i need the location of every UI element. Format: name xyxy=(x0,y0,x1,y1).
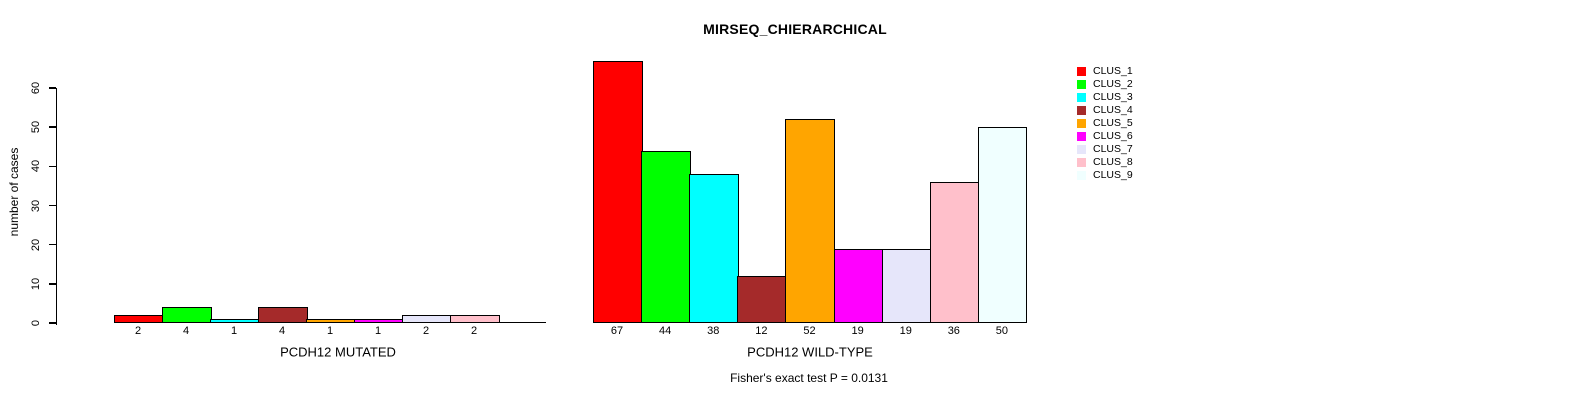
legend-label: CLUS_6 xyxy=(1093,130,1133,142)
legend-swatch xyxy=(1077,92,1086,102)
legend-label: CLUS_7 xyxy=(1093,143,1133,155)
bar-value-label: 38 xyxy=(707,325,720,337)
bar-value-label: 4 xyxy=(182,325,190,337)
bar xyxy=(641,150,691,323)
bar-value-label: 19 xyxy=(851,325,864,337)
y-tick xyxy=(48,126,56,128)
legend-label: CLUS_4 xyxy=(1093,104,1133,116)
y-tick xyxy=(48,165,56,168)
x-axis-label: PCDH12 WILD-TYPE xyxy=(747,344,873,360)
y-tick xyxy=(48,243,56,246)
bar-value-label: 12 xyxy=(755,325,768,337)
y-tick xyxy=(48,204,56,207)
y-tick xyxy=(48,322,56,324)
bar xyxy=(162,307,212,323)
legend-swatch xyxy=(1077,157,1086,167)
bar xyxy=(929,182,980,323)
legend-label: CLUS_1 xyxy=(1093,65,1133,77)
bar xyxy=(689,174,739,323)
y-tick xyxy=(48,87,56,89)
bar xyxy=(833,248,884,323)
legend-swatch xyxy=(1077,170,1086,180)
bar-value-label: 19 xyxy=(899,325,912,337)
bar-value-label: 67 xyxy=(610,325,624,337)
legend-swatch xyxy=(1077,79,1086,89)
bar xyxy=(402,315,452,323)
bar xyxy=(593,60,643,323)
bar-value-label: 1 xyxy=(326,325,334,337)
y-axis-title: number of cases xyxy=(7,147,21,237)
y-tick-label: 20 xyxy=(30,238,42,251)
bar xyxy=(977,127,1028,323)
bar xyxy=(785,119,836,323)
y-tick-label: 60 xyxy=(30,81,42,95)
y-tick xyxy=(48,283,56,285)
y-tick-label: 0 xyxy=(30,319,42,327)
bar-value-label: 1 xyxy=(374,325,382,337)
bar xyxy=(306,319,356,323)
legend-label: CLUS_9 xyxy=(1093,169,1133,181)
legend-label: CLUS_8 xyxy=(1093,156,1133,168)
fisher-test-caption: Fisher's exact test P = 0.0131 xyxy=(730,371,888,385)
bar-value-label: 1 xyxy=(230,325,238,337)
x-axis-label: PCDH12 MUTATED xyxy=(280,344,396,360)
bar xyxy=(737,276,787,323)
y-tick-label: 10 xyxy=(30,277,42,290)
bar xyxy=(354,319,404,323)
bar xyxy=(881,248,932,323)
legend-swatch xyxy=(1077,144,1086,154)
y-axis-line xyxy=(55,88,57,325)
bar-value-label: 2 xyxy=(134,325,142,337)
bar-value-label: 2 xyxy=(470,325,478,337)
legend-label: CLUS_5 xyxy=(1093,117,1133,129)
bar-value-label: 44 xyxy=(659,325,672,337)
chart-title: MIRSEQ_CHIERARCHICAL xyxy=(703,21,887,37)
legend-swatch xyxy=(1077,131,1086,141)
legend-swatch xyxy=(1077,66,1086,76)
bar-value-label: 50 xyxy=(995,325,1009,337)
legend-label: CLUS_3 xyxy=(1093,91,1133,103)
bar xyxy=(258,307,308,323)
bar-value-label: 2 xyxy=(422,325,430,337)
bar-value-label: 52 xyxy=(803,325,816,337)
legend-label: CLUS_2 xyxy=(1093,78,1133,90)
legend-swatch xyxy=(1077,105,1086,115)
bar-value-label: 4 xyxy=(278,325,286,337)
bar-value-label: 36 xyxy=(947,325,960,337)
bar xyxy=(450,315,500,323)
y-tick-label: 40 xyxy=(30,160,42,173)
y-tick-label: 30 xyxy=(30,199,42,212)
legend-swatch xyxy=(1077,118,1086,128)
y-tick-label: 50 xyxy=(30,121,42,134)
bar xyxy=(210,319,260,323)
bar xyxy=(114,315,164,323)
